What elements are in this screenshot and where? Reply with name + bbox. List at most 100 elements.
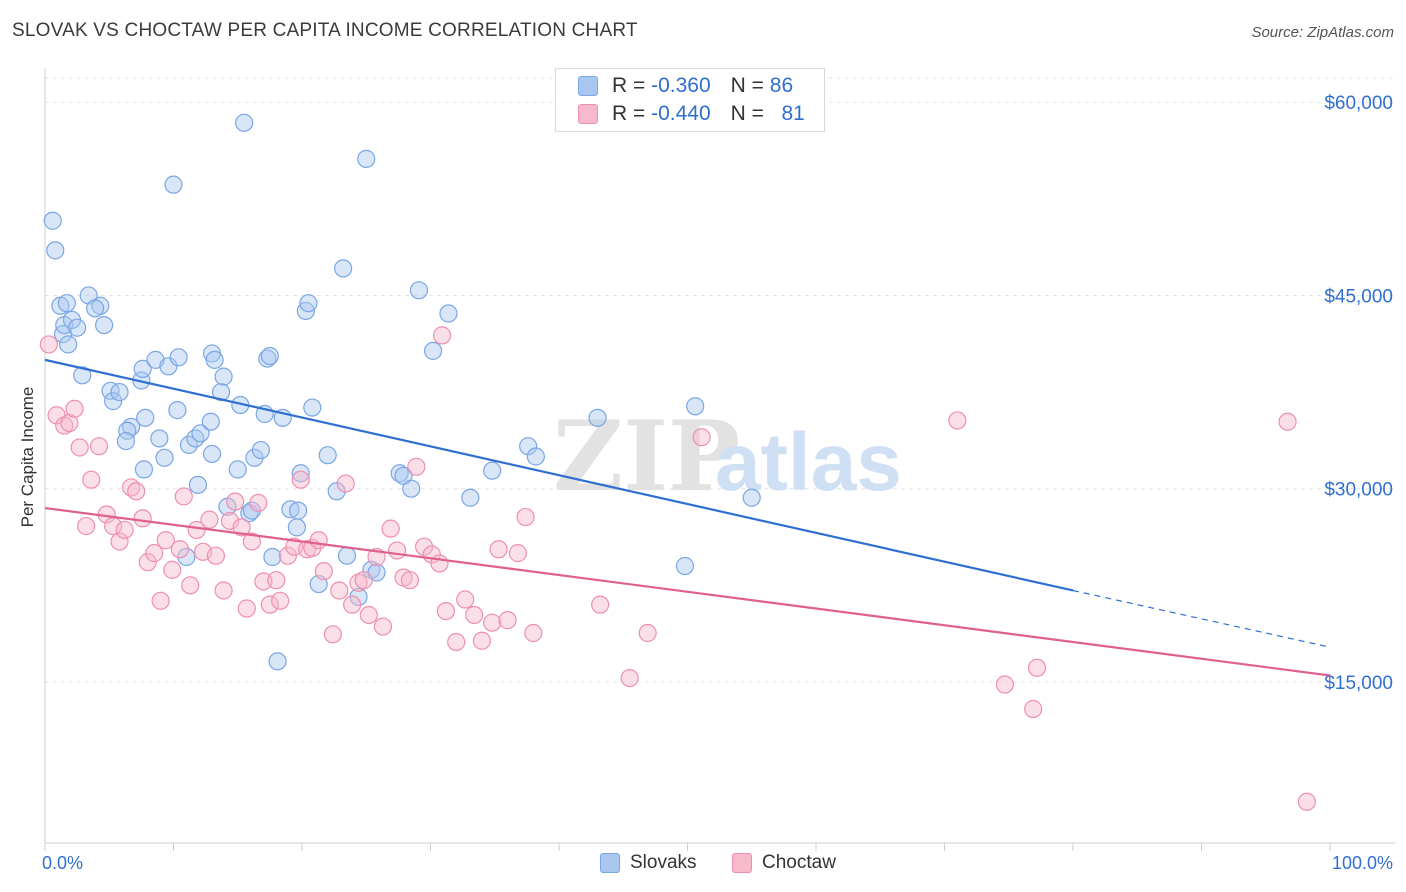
data-point — [181, 576, 200, 595]
data-point — [59, 335, 78, 354]
data-point — [202, 444, 222, 464]
data-point — [260, 346, 279, 366]
data-point — [287, 518, 306, 537]
data-point — [228, 460, 247, 479]
y-tick-labels: $15,000 $30,000 $45,000 $60,000 — [1324, 93, 1393, 694]
data-point — [82, 470, 101, 489]
data-point — [278, 546, 297, 565]
data-point — [258, 349, 277, 368]
correlation-legend: R = -0.360 N = 86 R = -0.440 N = 81 — [555, 68, 825, 132]
data-point — [170, 540, 190, 559]
data-point — [638, 623, 657, 643]
data-point — [164, 175, 183, 194]
y-tick-label: $30,000 — [1324, 480, 1393, 501]
data-point — [675, 556, 695, 576]
data-point — [461, 488, 480, 507]
data-point — [110, 382, 129, 402]
data-point — [323, 625, 342, 644]
data-point — [409, 281, 429, 300]
data-point — [55, 416, 74, 435]
data-point — [271, 591, 290, 610]
data-point — [268, 652, 287, 671]
legend-row-choctaw: R = -0.440 N = 81 — [578, 101, 805, 127]
legend-row-slovaks: R = -0.360 N = 86 — [578, 73, 793, 99]
data-point — [226, 492, 245, 511]
data-point — [91, 296, 110, 315]
data-point — [1278, 412, 1297, 431]
data-point — [381, 519, 400, 538]
data-point — [211, 382, 231, 402]
legend-n-value: 86 — [769, 74, 794, 97]
data-point — [267, 571, 286, 590]
data-point — [43, 211, 62, 230]
data-point — [447, 632, 466, 652]
data-point — [163, 560, 182, 579]
trend-layer — [44, 358, 1331, 677]
data-point — [89, 437, 109, 456]
legend-n-label: N = — [730, 74, 764, 97]
data-point — [498, 611, 517, 630]
data-point — [191, 424, 210, 443]
data-point — [168, 401, 187, 420]
data-point — [291, 470, 310, 489]
data-point — [281, 500, 300, 519]
data-point — [291, 464, 310, 483]
legend-n-value: 81 — [781, 102, 805, 125]
data-point — [456, 590, 475, 609]
bottom-legend-swatch-slovaks — [600, 853, 620, 873]
legend-r-label: R = — [612, 74, 646, 97]
data-point — [95, 315, 114, 335]
bottom-legend-label: Choctaw — [762, 852, 836, 873]
data-point — [169, 348, 188, 367]
data-point — [186, 429, 205, 448]
data-point — [249, 493, 268, 512]
data-point — [387, 541, 407, 560]
data-point — [524, 623, 543, 643]
watermark-zip: ZIP — [553, 400, 740, 513]
data-point — [742, 488, 761, 507]
data-point — [145, 544, 164, 563]
data-point — [39, 335, 58, 354]
data-point — [251, 440, 270, 460]
axes — [44, 68, 1395, 851]
data-point — [1027, 658, 1047, 677]
data-point — [337, 546, 357, 565]
data-point — [373, 617, 393, 636]
data-point — [214, 581, 233, 600]
data-point — [692, 428, 711, 447]
data-point — [188, 475, 208, 494]
data-point — [465, 605, 484, 625]
x-tick-label-max: 100.0% — [1331, 853, 1393, 873]
data-point — [115, 520, 134, 540]
data-point — [110, 532, 129, 551]
data-point — [336, 474, 355, 493]
legend-r-label: R = — [612, 102, 646, 125]
y-tick-label: $15,000 — [1324, 673, 1393, 694]
data-point — [201, 412, 220, 431]
data-point — [127, 482, 146, 501]
data-point — [330, 581, 349, 600]
data-point — [686, 397, 705, 416]
data-point — [156, 531, 175, 550]
data-point — [205, 350, 224, 369]
chart-title: SLOVAK VS CHOCTAW PER CAPITA INCOME CORR… — [12, 20, 638, 41]
trendline-slovaks — [44, 358, 1074, 592]
data-point — [948, 411, 967, 430]
data-point — [357, 149, 376, 168]
data-point — [242, 532, 261, 551]
watermark-atlas: atlas — [715, 417, 902, 508]
data-point — [314, 562, 333, 581]
data-point — [483, 461, 502, 480]
data-point — [400, 571, 420, 590]
data-point — [588, 408, 607, 427]
data-point — [436, 601, 456, 621]
data-point — [263, 547, 282, 567]
data-point — [318, 446, 337, 465]
data-point — [232, 518, 251, 537]
data-point — [104, 392, 123, 411]
data-point — [303, 398, 322, 417]
data-point — [86, 299, 105, 318]
data-point — [334, 259, 353, 278]
data-point — [159, 357, 178, 376]
